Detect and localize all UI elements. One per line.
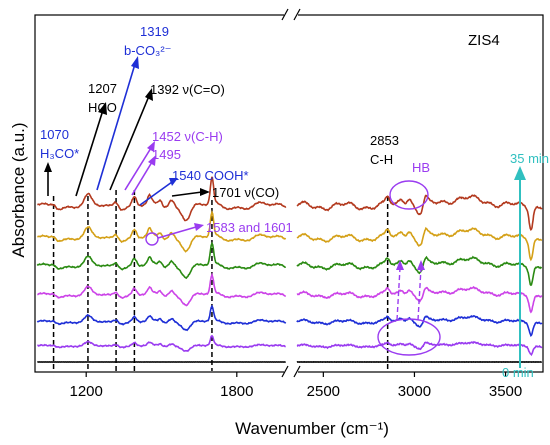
annotation-1495: 1495 (152, 147, 181, 162)
annotation-1070-number: 1070 (40, 127, 69, 142)
time-arrow-end-label: 35 min (510, 151, 549, 166)
spectrum-2-segment-2 (296, 314, 543, 338)
annotation-2853-species: C-H (370, 152, 393, 167)
axis-break-gap-top (284, 10, 298, 20)
spectrum-4-segment-2 (296, 255, 543, 287)
spectrum-5-segment-1 (37, 209, 287, 253)
x-ticks: 1200 1800 2500 3000 3500 (70, 372, 522, 400)
spectrum-5-segment-2 (296, 226, 542, 262)
spectrum-1-segment-1 (37, 334, 286, 353)
annotation-1583-1601: 1583 and 1601 (206, 220, 293, 235)
dashed-markers (52, 190, 389, 371)
annotation-1319-species: b-CO₃²⁻ (124, 43, 172, 58)
annotation-ellipse-hb (389, 180, 429, 210)
x-axis-title: Wavenumber (cm⁻¹) (235, 419, 389, 438)
annotation-circle-1583 (145, 232, 159, 246)
spectrum-1-segment-2 (296, 340, 543, 357)
time-arrow-start-label: 0 min (502, 365, 534, 380)
time-arrow-head (514, 166, 526, 180)
spectrum-3-segment-1 (37, 272, 287, 307)
hb-dashed-arrows (396, 267, 422, 321)
annotation-2853-number: 2853 (370, 133, 399, 148)
spectra (36, 176, 543, 363)
hb-arrowhead-2 (417, 260, 425, 270)
x-tick-label-1200: 1200 (70, 383, 103, 400)
annotation-1392: 1392 ν(C=O) (150, 82, 225, 97)
spectrum-6-segment-2 (296, 194, 543, 232)
annotation-ellipse-lower (377, 318, 441, 356)
axis-break-marks (281, 8, 301, 378)
annotation-1070-species: H₃CO* (40, 146, 79, 161)
axis-break-gap-bottom (284, 367, 298, 377)
x-tick-label-3000: 3000 (398, 383, 431, 400)
annotation-1207-number: 1207 (88, 81, 117, 96)
sample-label: ZIS4 (468, 32, 500, 49)
annotation-1452: 1452 ν(C-H) (152, 129, 223, 144)
annotation-hb: HB (412, 160, 430, 175)
spectrum-6-segment-1 (37, 176, 287, 222)
spectrum-4-segment-1 (36, 241, 287, 280)
y-axis-title: Absorbance (a.u.) (9, 122, 28, 257)
annotation-1540: 1540 COOH* (172, 168, 249, 183)
x-tick-label-2500: 2500 (307, 383, 340, 400)
x-tick-label-1800: 1800 (220, 383, 253, 400)
x-tick-label-3500: 3500 (489, 383, 522, 400)
annotation-1319-number: 1319 (140, 24, 169, 39)
hb-arrowhead-1 (396, 260, 404, 270)
annotation-1207-species: HCO (88, 100, 117, 115)
spectrum-2-segment-1 (36, 304, 287, 332)
annotation-arrowheads (44, 56, 210, 231)
annotation-arrows (47, 63, 203, 239)
annotation-1701: 1701 ν(CO) (212, 185, 279, 200)
